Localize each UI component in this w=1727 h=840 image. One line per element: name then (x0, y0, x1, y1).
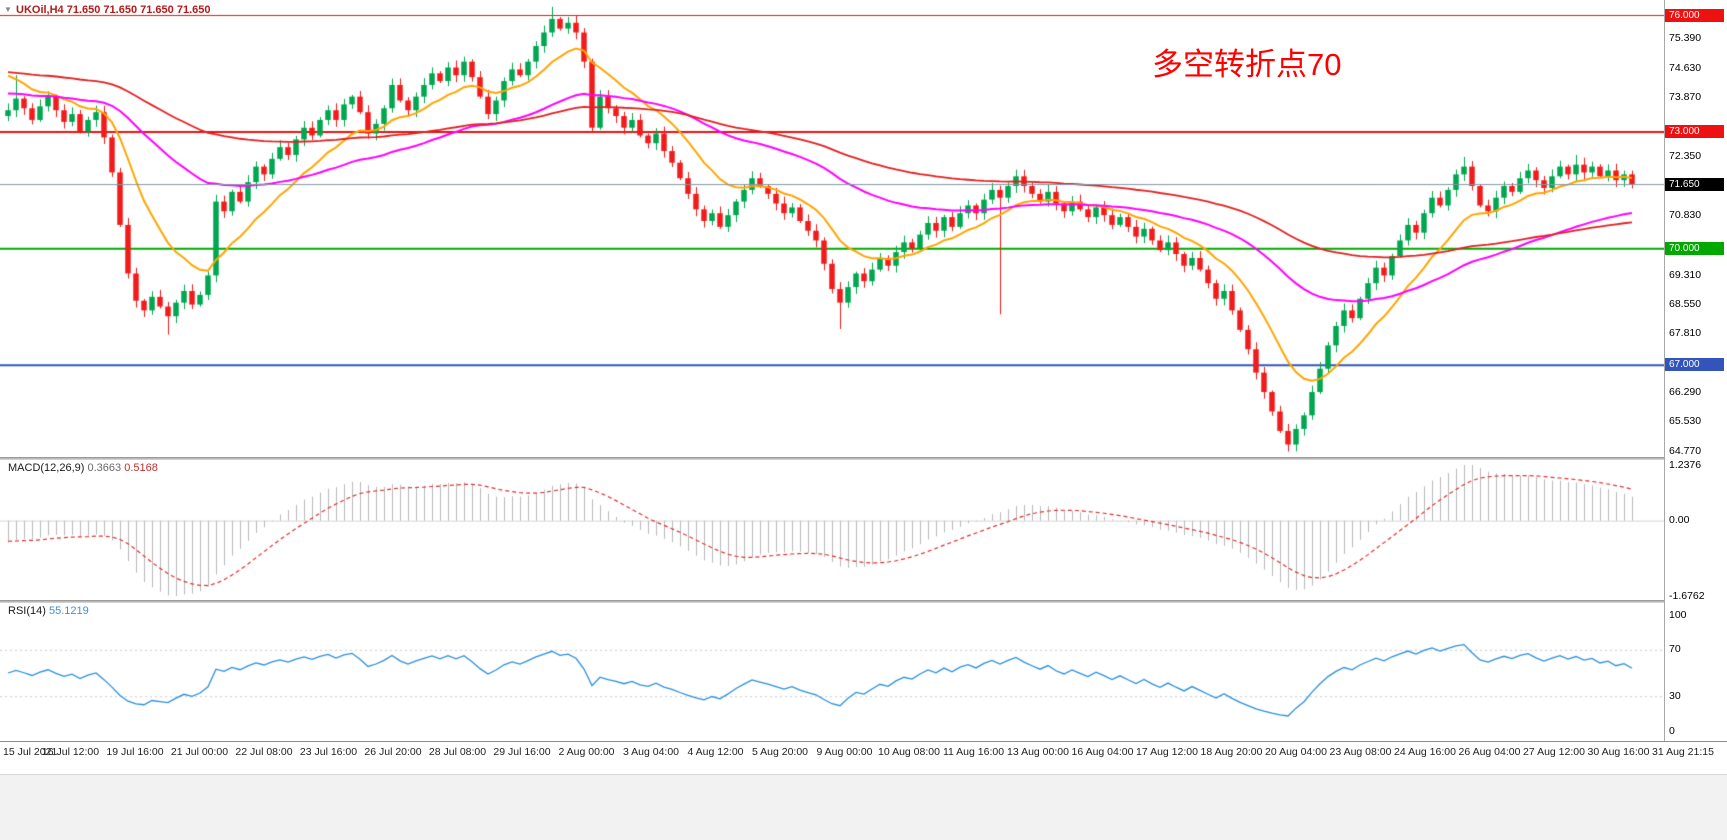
rsi-tick-label: 30 (1669, 689, 1681, 702)
price-chart-canvas[interactable] (0, 0, 1664, 457)
time-tick-label: 22 Jul 08:00 (235, 746, 293, 758)
time-tick-label: 16 Aug 04:00 (1071, 746, 1134, 758)
macd-canvas[interactable] (0, 460, 1664, 600)
time-tick-label: 28 Jul 08:00 (428, 746, 487, 758)
time-tick-label: 16 Jul 12:00 (41, 746, 100, 758)
price-level-badge: 70.000 (1665, 241, 1724, 255)
time-tick-label: 10 Aug 08:00 (878, 746, 940, 758)
rsi-tick-label: 0 (1669, 724, 1675, 737)
rsi-indicator-panel (0, 603, 1727, 741)
price-tick-label: 69.310 (1669, 268, 1702, 281)
price-tick-label: 73.870 (1669, 91, 1702, 104)
rsi-name: RSI(14) (8, 605, 46, 617)
time-tick-label: 3 Aug 04:00 (622, 746, 680, 758)
price-tick-label: 75.390 (1669, 32, 1702, 45)
macd-tick-label: -1.6762 (1669, 589, 1705, 602)
symbol-ohlc-title: UKOil,H4 71.650 71.650 71.650 71.650 (16, 4, 211, 16)
macd-tick-label: 1.2376 (1669, 458, 1702, 471)
time-tick-label: 23 Aug 08:00 (1329, 746, 1392, 758)
time-tick-label: 5 Aug 20:00 (751, 746, 809, 758)
macd-tick-label: 0.00 (1669, 514, 1690, 527)
price-tick-label: 72.350 (1669, 150, 1702, 163)
rsi-value: 55.1219 (48, 605, 89, 617)
time-tick-label: 17 Aug 12:00 (1136, 746, 1198, 758)
time-tick-label: 26 Jul 20:00 (364, 746, 422, 758)
time-tick-label: 29 Jul 16:00 (493, 746, 551, 758)
one-click-trading-arrow-icon[interactable]: ▼ (4, 5, 12, 14)
price-tick-label: 64.770 (1669, 445, 1702, 457)
price-tick-label: 74.630 (1669, 61, 1702, 74)
price-tick-label: 66.290 (1669, 385, 1702, 398)
price-tick-label: 70.830 (1669, 209, 1702, 222)
time-tick-label: 4 Aug 12:00 (687, 746, 744, 758)
panel-separator[interactable] (0, 457, 1727, 460)
rsi-tick-label: 70 (1669, 643, 1681, 656)
time-tick-label: 27 Aug 12:00 (1523, 746, 1585, 758)
time-axis-separator (0, 741, 1727, 742)
current-price-badge: 71.650 (1665, 177, 1724, 191)
price-tick-label: 65.530 (1669, 415, 1702, 428)
time-tick-label: 31 Aug 21:15 (1652, 746, 1714, 758)
rsi-canvas[interactable] (0, 603, 1664, 741)
time-tick-label: 2 Aug 00:00 (558, 746, 615, 758)
time-tick-label: 30 Aug 16:00 (1587, 746, 1650, 758)
time-tick-label: 20 Aug 04:00 (1265, 746, 1327, 758)
time-tick-label: 9 Aug 00:00 (816, 746, 873, 758)
time-tick-label: 26 Aug 04:00 (1458, 746, 1521, 758)
rsi-tick-label: 100 (1669, 608, 1687, 621)
macd-signal-value: 0.5168 (124, 462, 158, 474)
macd-name: MACD(12,26,9) (8, 462, 85, 474)
rsi-indicator-label: RSI(14) 55.1219 (8, 605, 89, 617)
time-tick-label: 19 Jul 16:00 (106, 746, 164, 758)
time-tick-label: 23 Jul 16:00 (299, 746, 358, 758)
macd-main-value: 0.3663 (87, 462, 122, 474)
panel-separator[interactable] (0, 600, 1727, 603)
price-tick-label: 67.810 (1669, 326, 1702, 339)
price-level-badge: 76.000 (1665, 8, 1724, 22)
time-tick-label: 21 Jul 00:00 (170, 746, 229, 758)
macd-indicator-panel (0, 460, 1727, 600)
price-level-badge: 73.000 (1665, 125, 1724, 139)
chart-annotation-text: 多空转折点70 (1152, 47, 1342, 82)
time-tick-label: 11 Aug 16:00 (942, 746, 1005, 758)
macd-indicator-label: MACD(12,26,9) 0.3663 0.5168 (8, 462, 158, 474)
time-tick-label: 18 Aug 20:00 (1200, 746, 1263, 758)
price-chart-panel: ▼ UKOil,H4 71.650 71.650 71.650 71.650 多… (0, 0, 1664, 457)
bottom-margin-area (0, 774, 1727, 840)
price-level-badge: 67.000 (1665, 358, 1724, 372)
time-tick-label: 24 Aug 16:00 (1394, 746, 1456, 758)
time-tick-label: 13 Aug 00:00 (1007, 746, 1069, 758)
time-tick-label: 15 Jul 2021 (3, 746, 58, 758)
price-tick-label: 68.550 (1669, 298, 1702, 311)
